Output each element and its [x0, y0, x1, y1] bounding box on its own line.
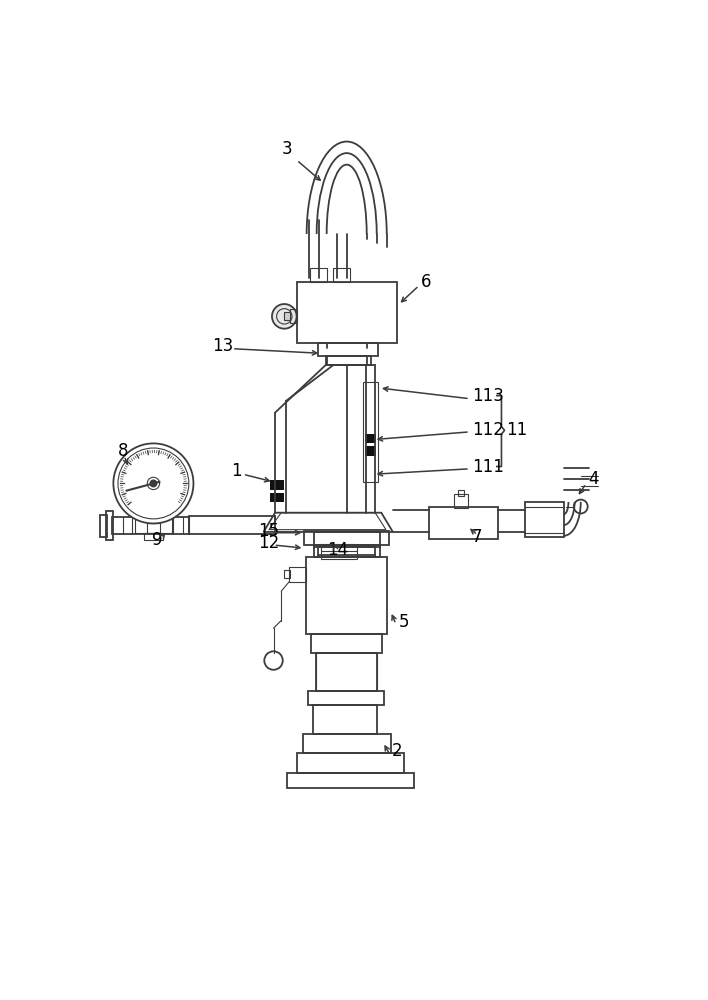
- Text: 7: 7: [472, 528, 482, 546]
- Text: 1: 1: [232, 462, 242, 480]
- Bar: [270, 493, 285, 502]
- Text: 113: 113: [472, 387, 504, 405]
- Bar: [285, 570, 290, 578]
- Bar: [304, 531, 389, 545]
- Bar: [362, 382, 378, 482]
- Bar: [105, 511, 113, 540]
- Bar: [303, 734, 391, 753]
- Bar: [308, 691, 384, 705]
- Text: 11: 11: [506, 421, 527, 439]
- Bar: [309, 268, 326, 282]
- Bar: [318, 343, 378, 356]
- Bar: [321, 544, 357, 559]
- Bar: [326, 356, 370, 365]
- Bar: [112, 517, 189, 534]
- Text: 4: 4: [588, 470, 599, 488]
- Text: 5: 5: [399, 613, 409, 631]
- Bar: [189, 516, 275, 534]
- Bar: [313, 705, 377, 734]
- Text: 12: 12: [258, 534, 280, 552]
- Text: 13: 13: [212, 337, 233, 355]
- Bar: [144, 533, 163, 540]
- Text: 3: 3: [281, 140, 292, 158]
- Bar: [454, 494, 467, 508]
- Bar: [429, 507, 498, 539]
- Bar: [297, 753, 404, 773]
- Text: 14: 14: [327, 541, 348, 559]
- Bar: [270, 480, 285, 490]
- Bar: [314, 532, 379, 547]
- Bar: [147, 523, 159, 533]
- Bar: [525, 502, 564, 537]
- Bar: [333, 268, 350, 282]
- Bar: [297, 282, 396, 343]
- Circle shape: [113, 443, 193, 523]
- Bar: [312, 634, 382, 653]
- Text: 112: 112: [472, 421, 504, 439]
- Circle shape: [150, 480, 156, 487]
- Circle shape: [272, 304, 297, 329]
- Text: 2: 2: [392, 742, 403, 760]
- Text: 15: 15: [258, 522, 279, 540]
- Bar: [100, 515, 107, 537]
- Bar: [365, 446, 376, 456]
- Text: 8: 8: [118, 442, 128, 460]
- Text: 9: 9: [152, 531, 162, 549]
- Bar: [457, 490, 464, 496]
- Text: 111: 111: [472, 458, 504, 476]
- Bar: [290, 309, 297, 323]
- Bar: [287, 773, 413, 788]
- Bar: [285, 312, 290, 320]
- Bar: [316, 653, 377, 691]
- Bar: [314, 545, 379, 557]
- Bar: [365, 434, 376, 443]
- Bar: [318, 547, 375, 555]
- Bar: [289, 567, 306, 582]
- Bar: [135, 519, 172, 533]
- Bar: [306, 557, 387, 634]
- Text: 6: 6: [421, 273, 432, 291]
